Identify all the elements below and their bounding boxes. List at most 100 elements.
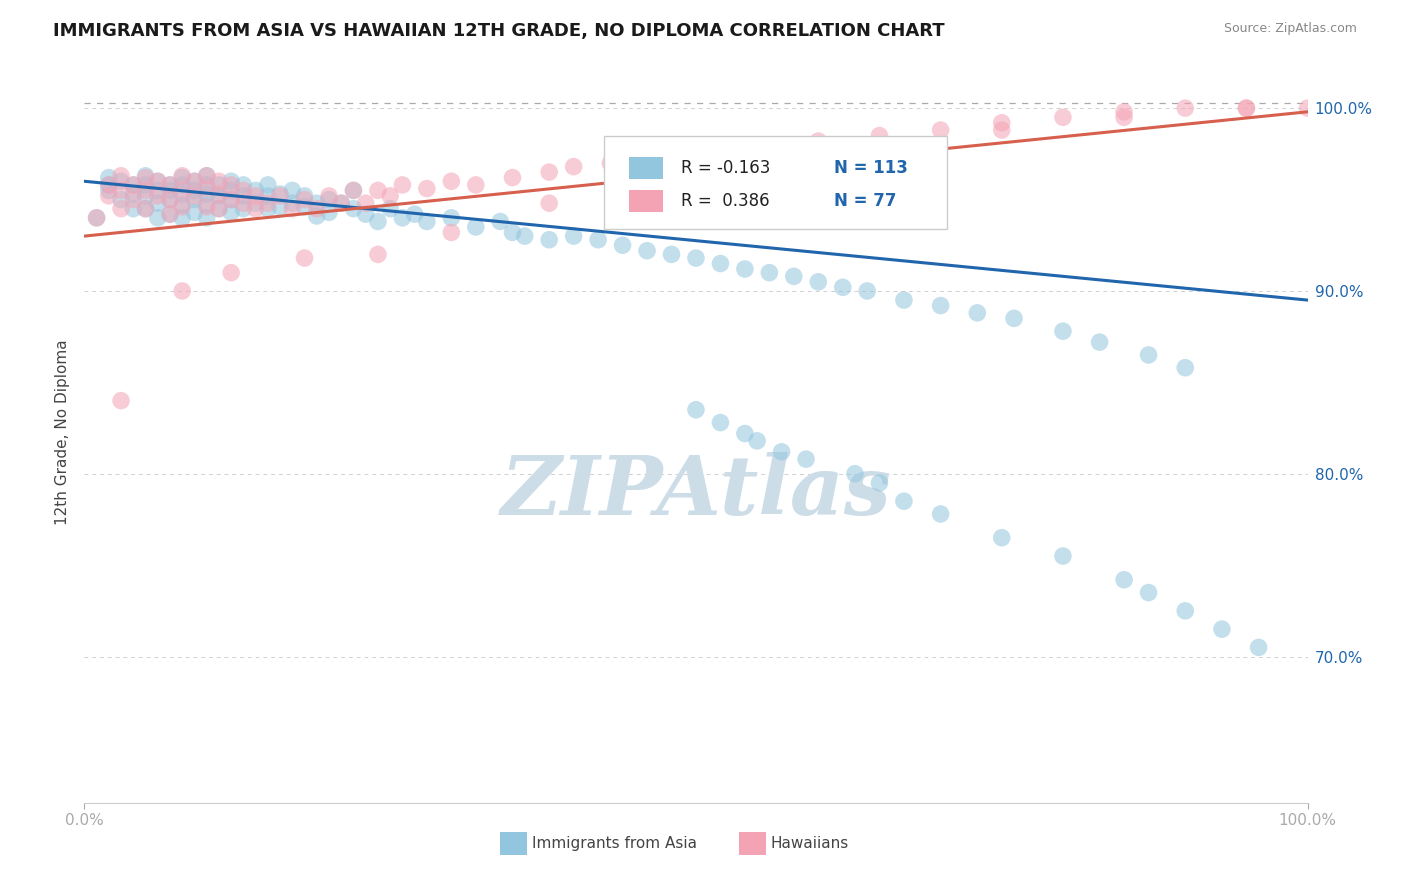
Text: IMMIGRANTS FROM ASIA VS HAWAIIAN 12TH GRADE, NO DIPLOMA CORRELATION CHART: IMMIGRANTS FROM ASIA VS HAWAIIAN 12TH GR… [53,22,945,40]
Point [966,306,988,320]
Point [208,202,231,216]
Point [219,174,242,188]
Point [758,266,780,280]
FancyBboxPatch shape [628,157,664,179]
Point [747,434,769,448]
Point [219,183,242,197]
Point [636,153,658,167]
Point [146,196,169,211]
Point [281,183,304,197]
Point [1114,110,1136,124]
Point [195,169,218,183]
Point [734,262,756,277]
Point [245,202,267,216]
Point [342,183,364,197]
Point [1174,604,1197,618]
Point [661,247,683,261]
Point [354,207,377,221]
Point [513,229,536,244]
Point [97,170,120,185]
Point [1137,585,1160,599]
Point [991,123,1014,137]
Point [257,202,280,216]
Point [489,214,512,228]
Text: N = 77: N = 77 [834,192,897,210]
Point [245,183,267,197]
Point [893,293,915,307]
Point [464,178,486,192]
Point [1114,573,1136,587]
Point [709,256,731,270]
Point [172,198,194,212]
Point [1002,311,1025,326]
Point [269,187,291,202]
FancyBboxPatch shape [501,832,527,855]
Point [135,183,157,197]
Point [294,189,316,203]
Point [538,196,561,211]
Point [305,202,328,216]
Point [257,196,280,211]
Point [146,211,169,225]
Point [146,189,169,203]
Point [929,299,952,313]
Point [269,200,291,214]
Point [929,507,952,521]
Point [502,170,524,185]
Point [146,174,169,188]
Point [330,196,353,211]
Point [869,141,891,155]
Point [97,178,120,192]
Point [183,183,205,197]
FancyBboxPatch shape [628,190,664,212]
Point [172,169,194,183]
Point [318,193,340,207]
Point [122,202,145,216]
Point [208,187,231,202]
Point [869,475,891,490]
Text: Immigrants from Asia: Immigrants from Asia [531,836,697,851]
Point [538,233,561,247]
Point [159,193,181,207]
Point [219,193,242,207]
Point [391,211,413,225]
Point [770,445,793,459]
Point [135,202,157,216]
Point [183,174,205,188]
Point [110,174,132,188]
Point [416,214,439,228]
Text: Hawaiians: Hawaiians [770,836,849,851]
Point [172,211,194,225]
Point [135,178,157,192]
Point [464,219,486,234]
Point [391,178,413,192]
Point [110,202,132,216]
Point [734,426,756,441]
Point [294,200,316,214]
Point [281,196,304,211]
Point [685,146,707,161]
Point [685,251,707,265]
Point [1114,104,1136,119]
Point [685,402,707,417]
Point [1052,549,1074,563]
Point [172,187,194,202]
Point [219,178,242,192]
Text: R = -0.163: R = -0.163 [682,160,770,178]
Text: ZIPAtlas: ZIPAtlas [501,452,891,532]
Point [318,189,340,203]
Point [281,202,304,216]
Point [232,196,254,211]
Point [172,170,194,185]
Point [747,160,769,174]
Point [342,183,364,197]
Point [1174,360,1197,375]
Point [219,266,242,280]
Point [159,193,181,207]
Point [294,251,316,265]
Point [195,187,218,202]
Point [172,183,194,197]
Point [404,207,426,221]
Point [97,189,120,203]
FancyBboxPatch shape [605,136,946,229]
